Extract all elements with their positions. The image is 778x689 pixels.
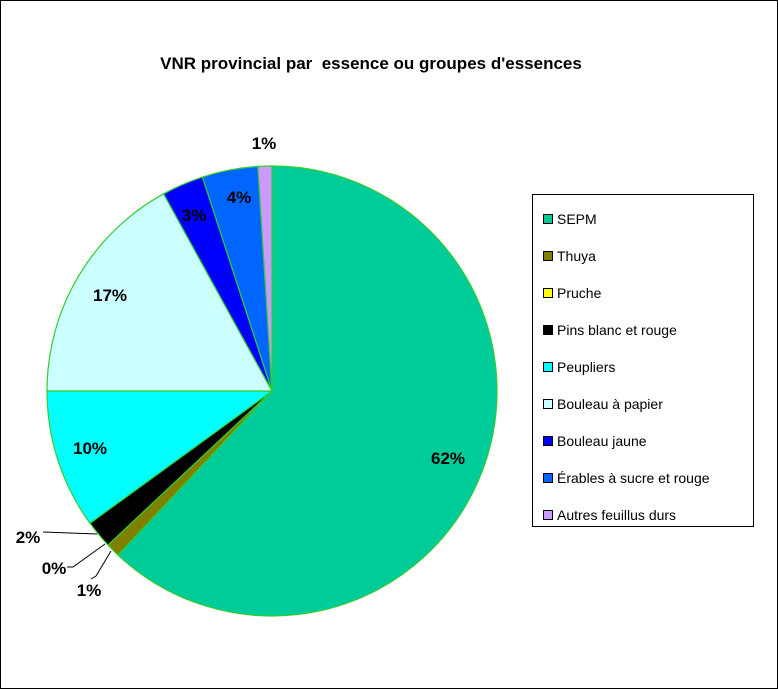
legend-label: Érables à sucre et rouge	[557, 470, 710, 486]
legend-swatch	[543, 288, 553, 298]
pie-slice-peupliers	[46, 390, 274, 525]
legend-label: SEPM	[557, 211, 597, 227]
legend-item: Peupliers	[543, 357, 615, 377]
legend-item: Érables à sucre et rouge	[543, 468, 710, 488]
legend-item: Pruche	[543, 283, 601, 303]
leader-line	[90, 550, 112, 580]
legend-label: Bouleau jaune	[557, 433, 647, 449]
legend-item: Bouleau à papier	[543, 394, 663, 414]
legend: SEPM Thuya Pruche Pins blanc et rouge Peupli…	[532, 194, 754, 527]
legend-item: Thuya	[543, 246, 596, 266]
data-label: 2%	[16, 528, 41, 547]
data-label: 0%	[42, 559, 67, 578]
data-label: 17%	[93, 286, 127, 305]
pie-slice-sepm	[117, 165, 498, 617]
legend-swatch	[543, 325, 553, 335]
data-label: 62%	[431, 449, 465, 468]
legend-label: Peupliers	[557, 359, 616, 375]
legend-label: Bouleau à papier	[557, 396, 663, 412]
data-label: 10%	[73, 439, 107, 458]
legend-swatch	[543, 436, 553, 446]
legend-item: SEPM	[543, 209, 597, 229]
legend-swatch	[543, 214, 553, 224]
legend-item: Pins blanc et rouge	[543, 320, 677, 340]
legend-swatch	[543, 362, 553, 372]
data-label: 3%	[182, 206, 207, 225]
legend-swatch	[543, 473, 553, 483]
data-label: 1%	[77, 581, 102, 600]
legend-swatch	[543, 399, 553, 409]
legend-label: Pins blanc et rouge	[557, 322, 677, 338]
data-label: 1%	[252, 134, 277, 153]
pie-slice-autres-feuillus-durs	[257, 165, 273, 392]
legend-label: Pruche	[557, 285, 602, 301]
legend-swatch	[543, 510, 553, 520]
leader-line	[67, 543, 106, 568]
legend-item: Autres feuillus durs	[543, 505, 676, 525]
legend-label: Thuya	[557, 248, 596, 264]
chart-title: VNR provincial par essence ou groupes d'…	[160, 54, 582, 73]
leader-line	[42, 531, 98, 535]
pie-slice-bouleau-papier	[46, 193, 274, 392]
legend-swatch	[543, 251, 553, 261]
data-label: 4%	[227, 188, 252, 207]
legend-item: Bouleau jaune	[543, 431, 647, 451]
legend-label: Autres feuillus durs	[557, 507, 677, 523]
